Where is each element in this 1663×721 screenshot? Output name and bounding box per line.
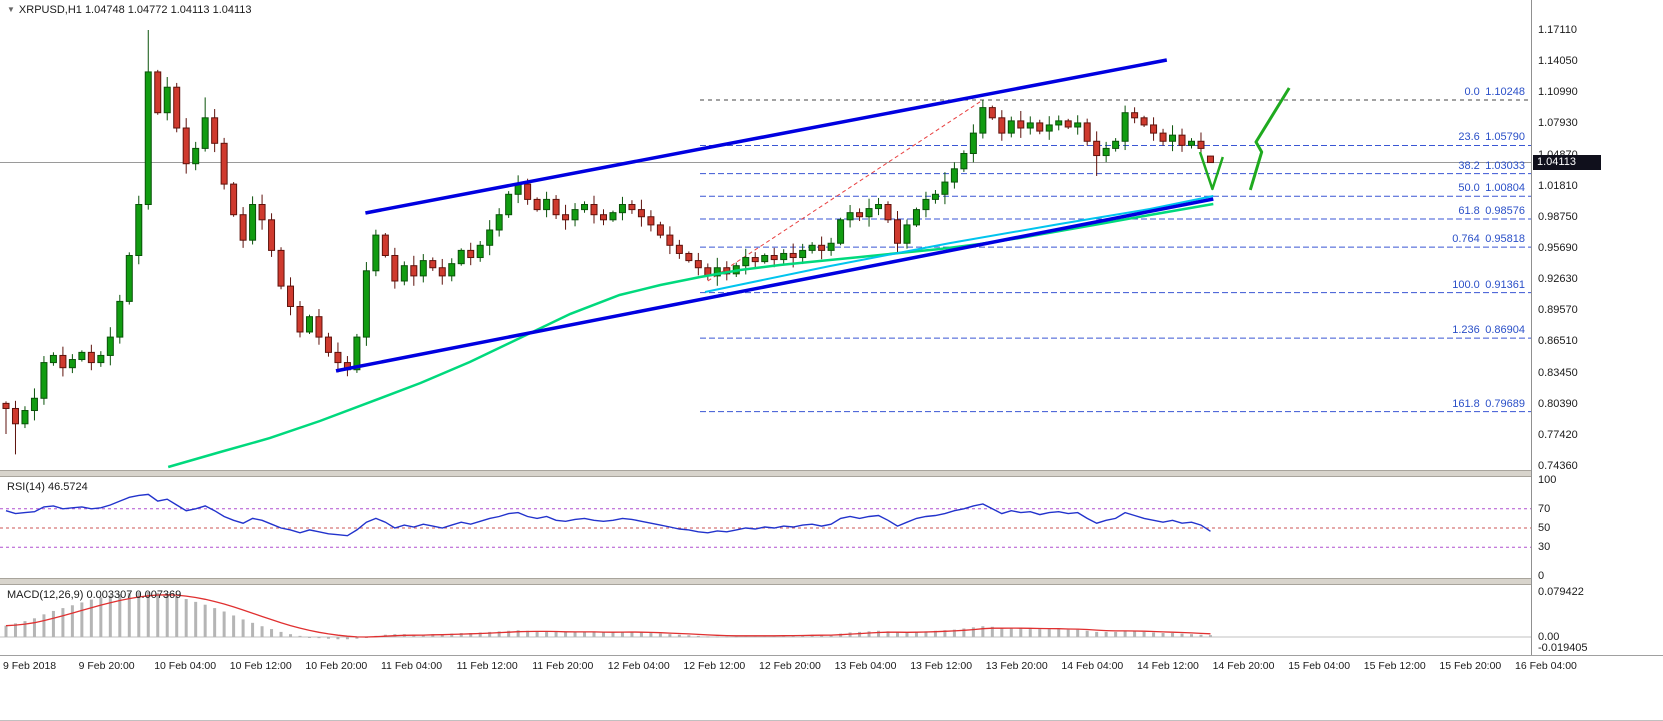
price-axis-label: 0.92630 bbox=[1538, 273, 1578, 286]
projection-arrow-small[interactable] bbox=[1198, 151, 1224, 191]
rsi-axis-label: 100 bbox=[1538, 474, 1557, 486]
price-axis-label: 1.14050 bbox=[1538, 55, 1578, 68]
rsi-line bbox=[5, 493, 1211, 537]
time-axis-label: 13 Feb 12:00 bbox=[910, 660, 973, 672]
fib-level-label: 161.8 0.79689 bbox=[1452, 397, 1525, 410]
time-axis-label: 9 Feb 20:00 bbox=[78, 660, 135, 672]
time-axis-label: 14 Feb 20:00 bbox=[1212, 660, 1275, 672]
macd-axis-label: 0.00 bbox=[1538, 631, 1560, 643]
price-axis-label: 0.86510 bbox=[1538, 335, 1578, 348]
fib-level-label: 1.236 0.86904 bbox=[1452, 324, 1525, 337]
price-axis-label: 1.01810 bbox=[1538, 179, 1578, 192]
price-axis-label: 0.95690 bbox=[1538, 242, 1578, 254]
fib-level-label: 38.2 1.03033 bbox=[1458, 159, 1525, 172]
time-axis-label: 12 Feb 04:00 bbox=[607, 660, 670, 672]
cyan-support-line[interactable] bbox=[704, 195, 1214, 293]
price-panel[interactable]: ▼ XRPUSD,H1 1.04748 1.04772 1.04113 1.041… bbox=[0, 0, 1531, 470]
macd-signal-line bbox=[5, 594, 1211, 638]
time-axis-label: 12 Feb 20:00 bbox=[759, 660, 821, 672]
channel-upper-trendline[interactable] bbox=[365, 58, 1168, 215]
rsi-chart-canvas[interactable] bbox=[0, 477, 1531, 578]
time-axis-label: 10 Feb 20:00 bbox=[305, 660, 368, 672]
symbol-ohlc-label: ▼ XRPUSD,H1 1.04748 1.04772 1.04113 1.041… bbox=[7, 4, 252, 16]
fib-level-label: 61.8 0.98576 bbox=[1458, 205, 1525, 218]
price-axis-label: 0.89570 bbox=[1538, 304, 1578, 317]
time-axis-label: 10 Feb 04:00 bbox=[154, 660, 217, 672]
price-axis-label: 0.83450 bbox=[1538, 366, 1578, 379]
panel-separator-macd[interactable] bbox=[0, 578, 1663, 585]
channel-lower-trendline[interactable] bbox=[335, 197, 1214, 373]
time-axis[interactable]: 9 Feb 2018 9 Feb 20:00 10 Feb 04:00 10 Feb … bbox=[0, 655, 1663, 678]
rsi-axis-label: 50 bbox=[1538, 522, 1551, 534]
price-chart-canvas[interactable] bbox=[0, 0, 1531, 470]
price-axis-label: 0.98750 bbox=[1538, 210, 1578, 223]
symbol-ohlc-text: XRPUSD,H1 1.04748 1.04772 1.04113 1.0411… bbox=[18, 4, 252, 16]
time-axis-label: 11 Feb 04:00 bbox=[381, 660, 443, 672]
candles-layer bbox=[2, 30, 1214, 455]
time-axis-label: 14 Feb 12:00 bbox=[1137, 660, 1199, 672]
time-axis-label: 11 Feb 12:00 bbox=[456, 660, 518, 672]
price-axis[interactable]: 1.171101.140501.109901.079301.048701.018… bbox=[1532, 0, 1663, 656]
rsi-axis-label: 70 bbox=[1538, 502, 1551, 515]
fib-level-label: 0.0 1.10248 bbox=[1464, 85, 1525, 98]
time-axis-label: 10 Feb 12:00 bbox=[229, 660, 292, 672]
rsi-label: RSI(14) 46.5724 bbox=[7, 481, 88, 493]
fib-level-label: 50.0 1.00804 bbox=[1458, 182, 1525, 195]
panel-separator-rsi[interactable] bbox=[0, 470, 1663, 477]
projection-arrow-large[interactable] bbox=[1248, 87, 1291, 191]
macd-axis-label: 0.079422 bbox=[1538, 586, 1584, 598]
time-axis-label: 13 Feb 04:00 bbox=[834, 660, 897, 672]
fib-level-label: 0.764 0.95818 bbox=[1452, 233, 1525, 246]
fib-level-label: 23.6 1.05790 bbox=[1458, 131, 1525, 144]
time-axis-label: 15 Feb 20:00 bbox=[1439, 660, 1502, 672]
rsi-axis-label: 0 bbox=[1538, 570, 1545, 582]
time-axis-label: 11 Feb 20:00 bbox=[532, 660, 594, 672]
time-axis-label: 15 Feb 04:00 bbox=[1288, 660, 1351, 672]
time-axis-label: 14 Feb 04:00 bbox=[1061, 660, 1124, 672]
price-axis-label: 0.80390 bbox=[1538, 397, 1578, 410]
fib-diagonal-line[interactable] bbox=[707, 99, 984, 282]
rsi-axis-label: 30 bbox=[1538, 541, 1551, 554]
price-axis-label: 1.10990 bbox=[1538, 86, 1578, 99]
price-axis-label: 0.77420 bbox=[1538, 428, 1578, 441]
time-axis-label: 15 Feb 12:00 bbox=[1363, 660, 1426, 672]
time-axis-label: 12 Feb 12:00 bbox=[683, 660, 746, 672]
rsi-panel[interactable]: RSI(14) 46.5724 bbox=[0, 477, 1531, 578]
price-axis-border bbox=[1531, 0, 1532, 656]
macd-chart-canvas[interactable] bbox=[0, 585, 1531, 655]
chart-collapse-icon[interactable]: ▼ bbox=[7, 5, 15, 14]
current-price-badge: 1.04113 bbox=[1533, 154, 1601, 170]
price-axis-label: 1.17110 bbox=[1538, 24, 1577, 36]
time-axis-label: 9 Feb 2018 bbox=[3, 660, 57, 672]
time-axis-label: 13 Feb 20:00 bbox=[985, 660, 1048, 672]
macd-label: MACD(12,26,9) 0.003307 0.007369 bbox=[7, 589, 182, 601]
time-axis-label: 16 Feb 04:00 bbox=[1515, 660, 1577, 672]
fib-level-label: 100.0 0.91361 bbox=[1452, 278, 1525, 291]
macd-axis-label: -0.019405 bbox=[1538, 642, 1588, 654]
price-axis-label: 1.07930 bbox=[1538, 117, 1578, 130]
macd-panel[interactable]: MACD(12,26,9) 0.003307 0.007369 bbox=[0, 585, 1531, 655]
price-axis-label: 0.74360 bbox=[1538, 460, 1578, 472]
